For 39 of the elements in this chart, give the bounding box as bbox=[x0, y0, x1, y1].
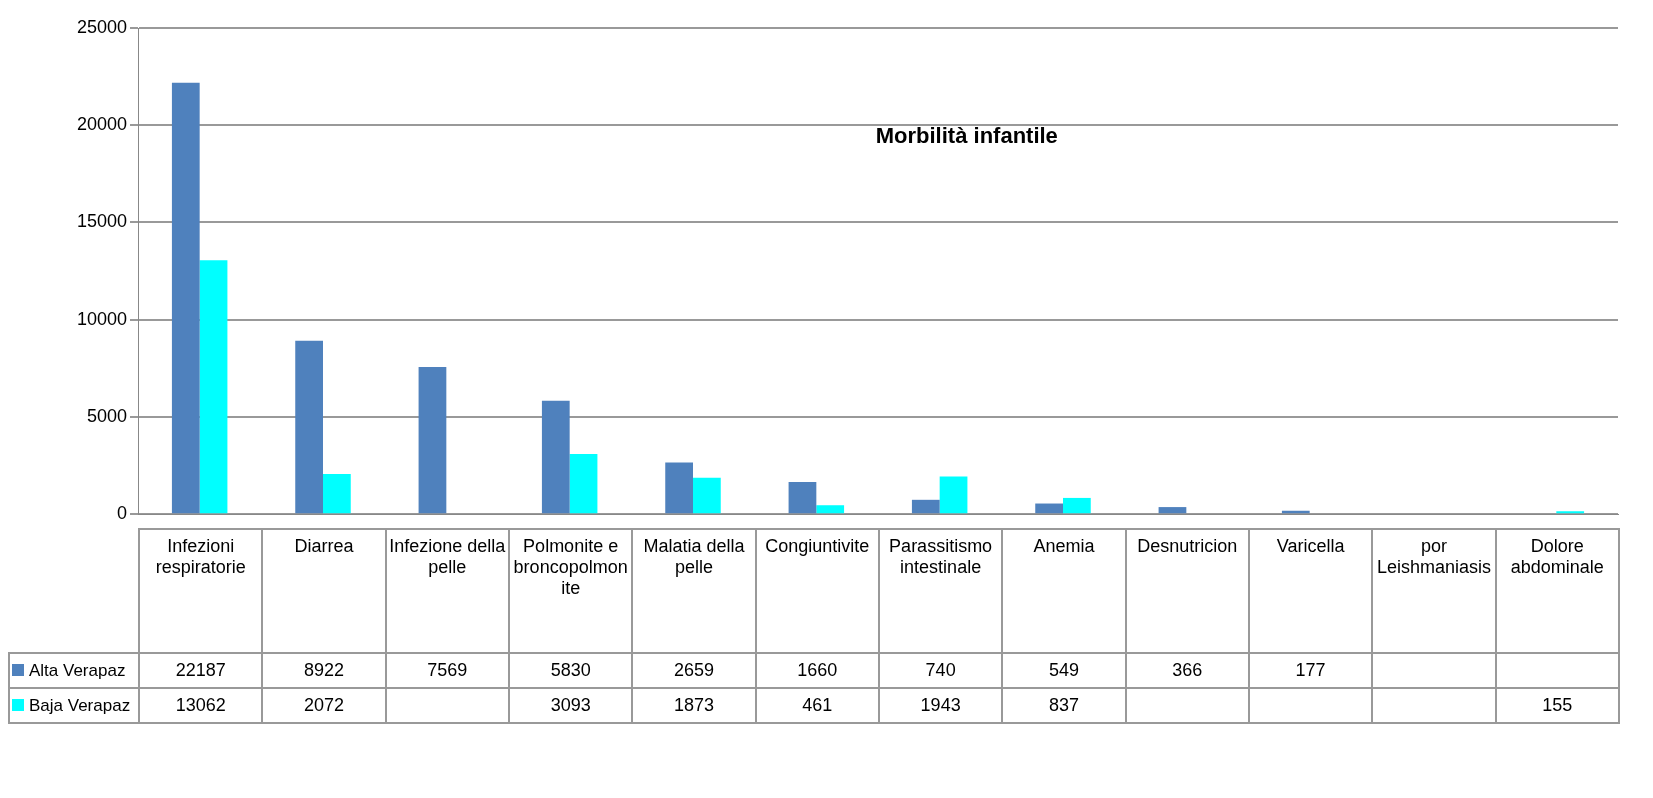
data-label: 8922 bbox=[262, 653, 386, 688]
data-label: 2659 bbox=[632, 653, 756, 688]
y-tick-label: 15000 bbox=[76, 211, 127, 232]
data-label: 13062 bbox=[139, 688, 263, 723]
x-tick-label: Malatia della pelle bbox=[632, 529, 756, 653]
x-tick-label: Varicella bbox=[1248, 529, 1373, 653]
data-label: 1660 bbox=[755, 653, 879, 688]
y-tick-label: 25000 bbox=[76, 16, 127, 37]
data-label: 177 bbox=[1248, 653, 1373, 688]
y-tick-label: 5000 bbox=[86, 405, 127, 426]
data-label: 22187 bbox=[139, 653, 263, 688]
text: Morbilità infantile bbox=[875, 123, 1058, 148]
data-label: 155 bbox=[1495, 688, 1619, 723]
x-tick-label: Polmonite e broncopolmonite bbox=[508, 529, 633, 653]
data-label: 366 bbox=[1125, 653, 1249, 688]
data-label: 1873 bbox=[632, 688, 756, 723]
data-label: 3093 bbox=[508, 688, 633, 723]
data-label: 7569 bbox=[385, 653, 509, 688]
data-label: 1943 bbox=[878, 688, 1003, 723]
x-tick-label: Congiuntivite bbox=[755, 529, 879, 653]
x-tick-label: Desnutricion bbox=[1125, 529, 1249, 653]
x-tick-label: Diarrea bbox=[262, 529, 386, 653]
x-tick-label: Infezione della pelle bbox=[385, 529, 509, 653]
data-label: 461 bbox=[755, 688, 879, 723]
y-tick-label: 20000 bbox=[76, 114, 127, 135]
data-label: 5830 bbox=[508, 653, 633, 688]
x-tick-label: Dolore abdominale bbox=[1495, 529, 1619, 653]
legend-label: Alta Verapaz bbox=[9, 653, 139, 688]
x-tick-label: Anemia bbox=[1002, 529, 1126, 653]
data-label: 549 bbox=[1002, 653, 1126, 688]
data-label: 2072 bbox=[262, 688, 386, 723]
y-tick-label: 10000 bbox=[76, 308, 127, 329]
y-tick-label: 0 bbox=[116, 503, 127, 524]
x-tick-label: Infezioni respiratorie bbox=[139, 529, 263, 653]
legend-label: Baja Verapaz bbox=[9, 688, 139, 723]
x-tick-label: Parassitismo intestinale bbox=[878, 529, 1003, 653]
data-label: 837 bbox=[1002, 688, 1126, 723]
x-tick-label: por Leishmaniasis bbox=[1372, 529, 1496, 653]
data-label: 740 bbox=[878, 653, 1003, 688]
